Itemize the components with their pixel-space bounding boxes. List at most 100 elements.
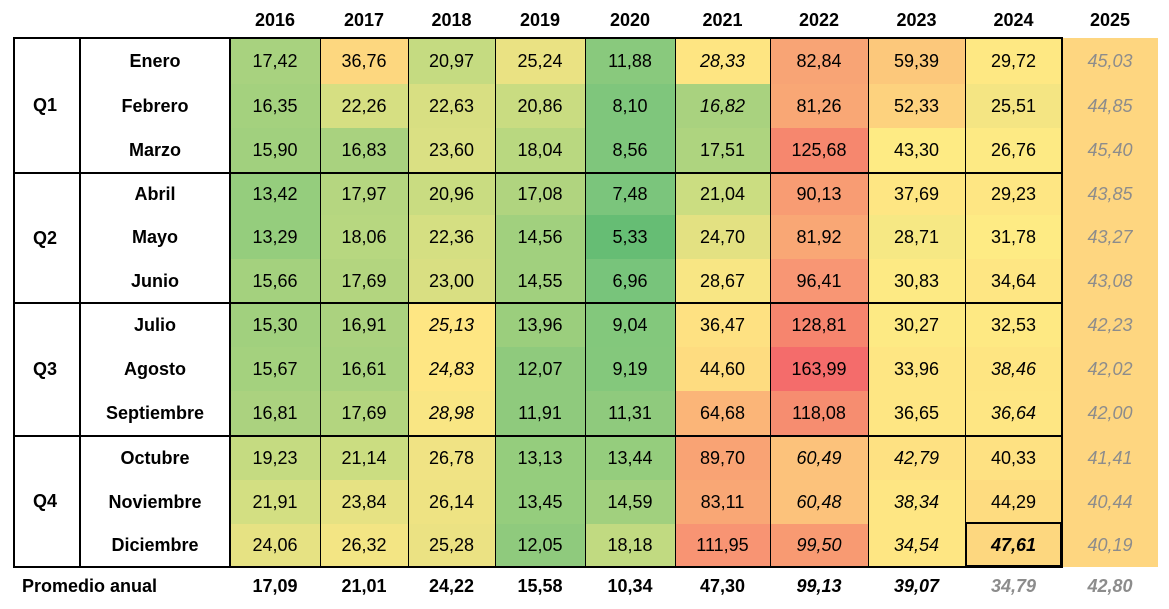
quarter-label: Q2	[33, 227, 58, 248]
data-cell: 15,90	[230, 128, 320, 173]
footer-label: Promedio anual	[22, 575, 158, 596]
year-header-2020: 2020	[609, 9, 651, 30]
data-cell: 60,49	[770, 436, 868, 480]
data-cell: 11,31	[585, 391, 675, 436]
year-header-2017: 2017	[343, 9, 385, 30]
month-label: Octubre	[120, 447, 190, 468]
footer-average-2016: 17,09	[252, 575, 298, 596]
data-cell: 13,96	[495, 303, 585, 347]
month-label: Diciembre	[111, 535, 199, 555]
data-cell: 17,08	[495, 173, 585, 215]
footer-average-2023: 39,07	[893, 575, 940, 596]
data-cell: 17,69	[320, 259, 408, 303]
data-cell: 45,40	[1062, 128, 1158, 173]
quarter-label: Q3	[33, 359, 58, 379]
data-cell: 83,11	[675, 480, 770, 524]
data-cell: 28,71	[868, 215, 965, 259]
data-cell: 25,28	[408, 524, 495, 567]
footer-average-2020: 10,34	[607, 575, 653, 596]
data-cell: 26,78	[408, 436, 495, 480]
column-divider	[320, 38, 321, 567]
data-cell: 21,04	[675, 173, 770, 215]
data-cell: 52,33	[868, 84, 965, 128]
data-cell: 28,67	[675, 259, 770, 303]
month-label: Agosto	[124, 358, 186, 379]
data-cell: 19,23	[230, 436, 320, 480]
data-cell: 25,13	[408, 303, 495, 347]
data-cell: 16,81	[230, 391, 320, 436]
month-label: Abril	[134, 183, 176, 204]
data-cell: 12,05	[495, 524, 585, 567]
month-label: Julio	[133, 314, 176, 335]
data-cell: 34,64	[965, 259, 1062, 303]
column-divider	[770, 38, 771, 567]
data-cell: 60,48	[770, 480, 868, 524]
column-divider	[79, 38, 81, 567]
data-cell: 17,51	[675, 128, 770, 173]
data-cell: 125,68	[770, 128, 868, 173]
data-cell: 20,96	[408, 173, 495, 215]
data-cell: 18,18	[585, 524, 675, 567]
table-border-bottom	[14, 566, 1062, 568]
data-cell: 40,19	[1062, 524, 1158, 567]
footer-average-2021: 47,30	[699, 575, 746, 596]
data-cell: 13,42	[230, 173, 320, 215]
column-divider	[965, 38, 966, 567]
data-cell: 20,86	[495, 84, 585, 128]
data-cell: 81,26	[770, 84, 868, 128]
data-cell: 15,67	[230, 347, 320, 391]
data-cell: 90,13	[770, 173, 868, 215]
data-cell: 25,51	[965, 84, 1062, 128]
data-cell: 16,91	[320, 303, 408, 347]
footer-average-2018: 24,22	[428, 575, 475, 596]
data-cell: 21,14	[320, 436, 408, 480]
data-cell: 18,06	[320, 215, 408, 259]
data-cell: 12,07	[495, 347, 585, 391]
year-header-2018: 2018	[431, 9, 472, 30]
data-cell: 111,95	[675, 524, 770, 567]
data-cell: 6,96	[585, 259, 675, 303]
quarter-divider	[14, 302, 1062, 304]
data-cell: 24,83	[408, 347, 495, 391]
month-label: Junio	[131, 270, 179, 291]
data-cell: 81,92	[770, 215, 868, 259]
year-header-2025: 2025	[1089, 9, 1131, 30]
quarter-label: Q1	[33, 95, 58, 115]
data-cell: 15,30	[230, 303, 320, 347]
data-cell: 38,46	[965, 347, 1062, 391]
data-cell: 45,03	[1062, 38, 1158, 84]
year-header-2022: 2022	[798, 9, 840, 30]
data-cell: 36,65	[868, 391, 965, 436]
data-cell: 44,85	[1062, 84, 1158, 128]
data-cell: 43,30	[868, 128, 965, 173]
data-cell: 24,06	[230, 524, 320, 567]
month-label: Mayo	[131, 226, 178, 247]
data-cell: 32,53	[965, 303, 1062, 347]
data-cell: 23,84	[320, 480, 408, 524]
column-divider	[229, 38, 231, 567]
data-cell: 13,29	[230, 215, 320, 259]
data-cell: 36,64	[965, 391, 1062, 436]
data-cell: 28,98	[408, 391, 495, 436]
data-cell: 17,69	[320, 391, 408, 436]
data-cell: 64,68	[675, 391, 770, 436]
data-cell: 24,70	[675, 215, 770, 259]
data-cell: 118,08	[770, 391, 868, 436]
data-cell: 43,27	[1062, 215, 1158, 259]
month-label: Febrero	[121, 95, 189, 116]
data-cell: 14,56	[495, 215, 585, 259]
data-cell: 16,61	[320, 347, 408, 391]
data-cell: 33,96	[868, 347, 965, 391]
data-cell: 17,97	[320, 173, 408, 215]
data-cell: 36,76	[320, 38, 408, 84]
highlight-box	[965, 522, 1062, 567]
data-cell: 23,60	[408, 128, 495, 173]
data-cell: 82,84	[770, 38, 868, 84]
data-cell: 29,72	[965, 38, 1062, 84]
data-cell: 16,83	[320, 128, 408, 173]
data-cell: 43,85	[1062, 173, 1158, 215]
data-cell: 16,35	[230, 84, 320, 128]
data-cell: 8,10	[585, 84, 675, 128]
data-cell: 30,27	[868, 303, 965, 347]
data-cell: 13,44	[585, 436, 675, 480]
